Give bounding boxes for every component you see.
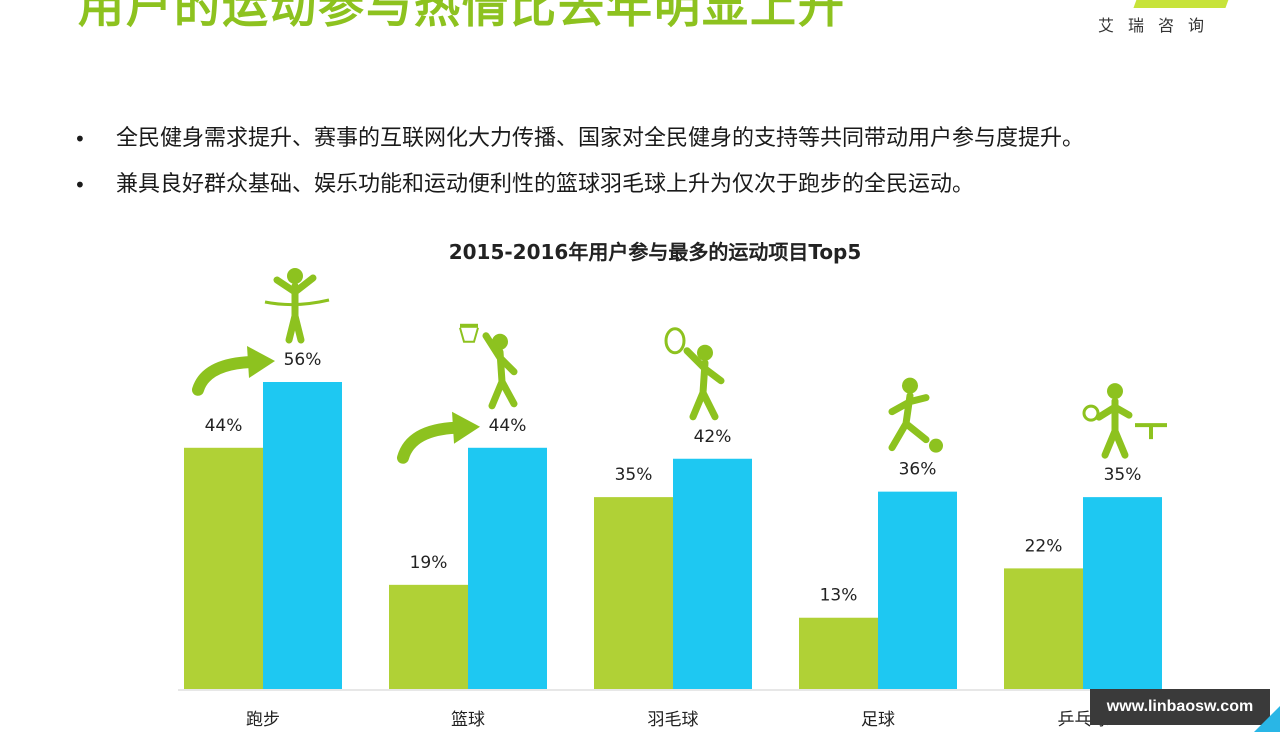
- bar: [1004, 568, 1083, 689]
- bar: [1083, 497, 1162, 689]
- data-label: 42%: [694, 427, 732, 447]
- data-label: 44%: [205, 416, 243, 436]
- watermark: www.linbaosw.com: [1090, 689, 1270, 725]
- rise-arrow-shaft: [397, 421, 462, 464]
- badminton-icon: [664, 327, 725, 421]
- bullet-item: • 全民健身需求提升、赛事的互联网化大力传播、国家对全民健身的支持等共同带动用户…: [70, 116, 1084, 162]
- bar: [594, 497, 673, 689]
- data-label: 19%: [410, 553, 448, 573]
- table-tennis-icon-body: [1095, 397, 1133, 459]
- bullet-text: 兼具良好群众基础、娱乐功能和运动便利性的篮球羽毛球上升为仅次于跑步的全民运动。: [116, 172, 975, 197]
- soccer-icon-ball: [929, 438, 943, 453]
- running-icon-head: [287, 268, 303, 284]
- category-label: 羽毛球: [648, 710, 699, 730]
- data-label: 36%: [899, 460, 937, 480]
- data-label: 35%: [615, 465, 653, 485]
- soccer-icon: [888, 377, 943, 453]
- running-icon-body: [273, 274, 317, 344]
- bar: [799, 617, 878, 689]
- badminton-icon-body: [683, 347, 725, 421]
- bar: [468, 447, 547, 689]
- table-tennis-icon: [1082, 383, 1167, 459]
- bullet-marker: •: [74, 127, 86, 151]
- data-label: 44%: [489, 416, 527, 436]
- badminton-icon-racket: [664, 327, 686, 355]
- category-label: 跑步: [246, 710, 280, 730]
- bar: [263, 382, 342, 689]
- data-label: 22%: [1025, 536, 1063, 556]
- soccer-icon-head: [902, 377, 918, 394]
- table-tennis-icon-head: [1107, 383, 1123, 400]
- table-tennis-icon-paddle: [1082, 404, 1100, 422]
- bar: [878, 491, 957, 689]
- data-label: 13%: [820, 586, 858, 606]
- bullet-item: • 兼具良好群众基础、娱乐功能和运动便利性的篮球羽毛球上升为仅次于跑步的全民运动…: [70, 162, 1084, 208]
- basketball-icon-hoop: [460, 323, 478, 328]
- rise-arrow: [397, 411, 480, 464]
- bar: [389, 584, 468, 689]
- category-label: 足球: [861, 710, 895, 730]
- corner-decoration: [1254, 706, 1280, 732]
- page-title: 用户的运动参与热情比去年明显上升: [78, 0, 846, 33]
- bullet-list: • 全民健身需求提升、赛事的互联网化大力传播、国家对全民健身的支持等共同带动用户…: [70, 116, 1084, 208]
- data-label: 56%: [284, 350, 322, 370]
- rise-arrow-shaft: [192, 356, 257, 396]
- bar: [673, 458, 752, 689]
- chart-title: 2015-2016年用户参与最多的运动项目Top5: [448, 240, 862, 264]
- running-icon-ribbon: [264, 298, 330, 307]
- badminton-icon-head: [697, 344, 713, 361]
- rise-arrow: [192, 346, 275, 396]
- rise-arrow-head: [247, 346, 275, 378]
- rise-arrow-head: [452, 411, 480, 444]
- basketball-icon-body: [482, 332, 518, 410]
- basketball-icon-net: [459, 327, 479, 343]
- brand-name: 艾瑞咨询: [1097, 16, 1218, 35]
- running-icon: [264, 268, 330, 344]
- bar: [184, 447, 263, 689]
- basketball-icon: [459, 323, 518, 410]
- bullet-text: 全民健身需求提升、赛事的互联网化大力传播、国家对全民健身的支持等共同带动用户参与…: [116, 126, 1085, 151]
- soccer-icon-body: [888, 392, 930, 452]
- data-label: 35%: [1104, 465, 1142, 485]
- category-label: 篮球: [451, 710, 485, 730]
- bullet-marker: •: [74, 173, 86, 197]
- table-tennis-icon-table: [1135, 423, 1167, 440]
